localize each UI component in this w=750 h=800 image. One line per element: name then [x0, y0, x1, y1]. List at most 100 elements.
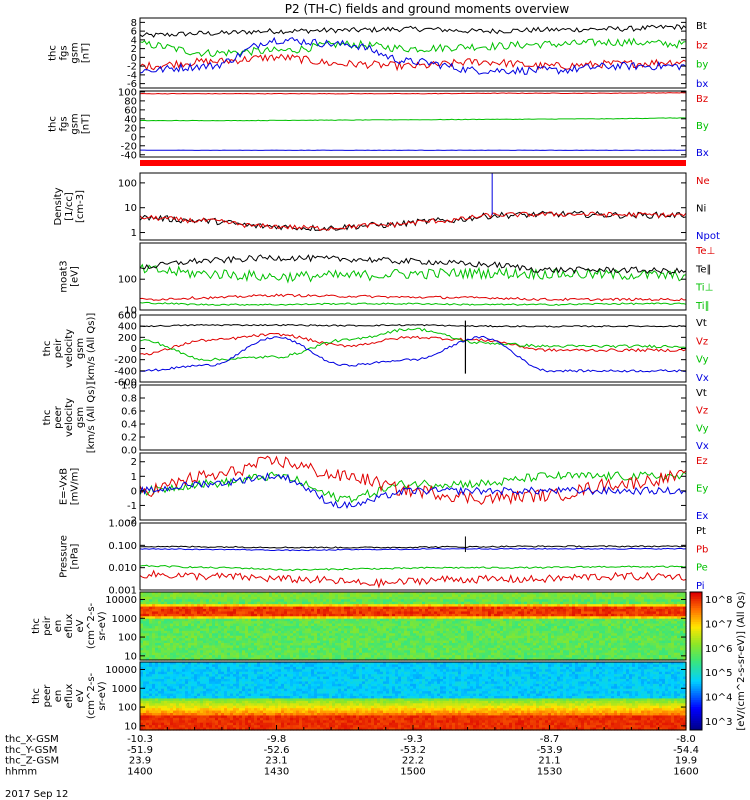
spectrogram-cell	[437, 645, 441, 649]
spectrogram-cell	[263, 626, 267, 630]
spectrogram-cell	[143, 652, 147, 656]
spectrogram-cell	[584, 630, 588, 634]
spectrogram-cell	[197, 601, 201, 605]
spectrogram-cell	[380, 633, 384, 637]
spectrogram-cell	[407, 657, 411, 661]
spectrogram-cell	[569, 592, 573, 596]
spectrogram-cell	[224, 657, 228, 661]
spectrogram-cell	[506, 626, 510, 630]
spectrogram-cell	[497, 594, 501, 598]
spectrogram-cell	[614, 630, 618, 634]
spectrogram-cell	[488, 601, 492, 605]
spectrogram-cell	[182, 618, 186, 622]
spectrogram-cell	[341, 606, 345, 610]
spectrogram-cell	[365, 643, 369, 647]
spectrogram-cell	[623, 594, 627, 598]
spectrogram-cell	[626, 647, 630, 651]
spectrogram-cell	[275, 609, 279, 613]
spectrogram-cell	[389, 638, 393, 642]
spectrogram-cell	[632, 594, 636, 598]
spectrogram-cell	[641, 596, 645, 600]
spectrogram-cell	[305, 626, 309, 630]
spectrogram-cell	[608, 638, 612, 642]
spectrogram-cell	[191, 606, 195, 610]
spectrogram-cell	[452, 640, 456, 644]
spectrogram-cell	[164, 628, 168, 632]
spectrogram-cell	[581, 633, 585, 637]
spectrogram-cell	[329, 601, 333, 605]
spectrogram-cell	[473, 606, 477, 610]
spectrogram-cell	[383, 655, 387, 659]
spectrogram-cell	[467, 604, 471, 608]
spectrogram-cell	[527, 638, 531, 642]
spectrogram-cell	[506, 618, 510, 622]
spectrogram-cell	[428, 606, 432, 610]
spectrogram-cell	[641, 633, 645, 637]
spectrogram-cell	[554, 628, 558, 632]
spectrogram-cell	[527, 645, 531, 649]
spectrogram-cell	[440, 592, 444, 596]
legend-entry: Ni	[696, 204, 706, 215]
spectrogram-cell	[338, 592, 342, 596]
spectrogram-cell	[590, 609, 594, 613]
spectrogram-cell	[419, 604, 423, 608]
spectrogram-cell	[587, 618, 591, 622]
spectrogram-cell	[512, 647, 516, 651]
spectrogram-cell	[506, 647, 510, 651]
spectrogram-cell	[332, 609, 336, 613]
spectrogram-cell	[428, 645, 432, 649]
spectrogram-cell	[296, 613, 300, 617]
spectrogram-cell	[503, 596, 507, 600]
spectrogram-cell	[557, 618, 561, 622]
spectrogram-cell	[593, 645, 597, 649]
spectrogram-cell	[476, 609, 480, 613]
spectrogram-cell	[200, 601, 204, 605]
spectrogram-cell	[491, 647, 495, 651]
spectrogram-cell	[356, 628, 360, 632]
spectrogram-cell	[191, 623, 195, 627]
spectrogram-cell	[362, 638, 366, 642]
spectrogram-cell	[443, 616, 447, 620]
spectrogram-cell	[569, 606, 573, 610]
spectrogram-cell	[221, 599, 225, 603]
spectrogram-cell	[302, 635, 306, 639]
spectrogram-cell	[173, 613, 177, 617]
spectrogram-cell	[455, 618, 459, 622]
spectrogram-cell	[263, 611, 267, 615]
spectrogram-cell	[569, 635, 573, 639]
spectrogram-cell	[443, 623, 447, 627]
spectrogram-cell	[524, 604, 528, 608]
spectrogram-cell	[509, 633, 513, 637]
spectrogram-cell	[218, 635, 222, 639]
spectrogram-cell	[449, 655, 453, 659]
spectrogram-cell	[266, 630, 270, 634]
spectrogram-cell	[248, 650, 252, 654]
spectrogram-cell	[374, 626, 378, 630]
spectrogram-cell	[290, 592, 294, 596]
spectrogram-cell	[461, 626, 465, 630]
spectrogram-cell	[539, 643, 543, 647]
spectrogram-cell	[383, 609, 387, 613]
spectrogram-cell	[314, 623, 318, 627]
spectrogram-cell	[491, 623, 495, 627]
spectrogram-cell	[608, 596, 612, 600]
spectrogram-cell	[578, 652, 582, 656]
spectrogram-cell	[590, 633, 594, 637]
y-tick-label: -20	[121, 141, 137, 152]
spectrogram-cell	[146, 633, 150, 637]
spectrogram-cell	[455, 596, 459, 600]
spectrogram-cell	[266, 645, 270, 649]
spectrogram-cell	[323, 596, 327, 600]
spectrogram-cell	[545, 655, 549, 659]
spectrogram-cell	[416, 645, 420, 649]
spectrogram-cell	[488, 657, 492, 661]
spectrogram-cell	[581, 604, 585, 608]
spectrogram-cell	[314, 594, 318, 598]
spectrogram-cell	[485, 604, 489, 608]
spectrogram-cell	[614, 628, 618, 632]
spectrogram-cell	[506, 643, 510, 647]
spectrogram-cell	[404, 638, 408, 642]
spectrogram-cell	[479, 626, 483, 630]
spectrogram-cell	[275, 657, 279, 661]
